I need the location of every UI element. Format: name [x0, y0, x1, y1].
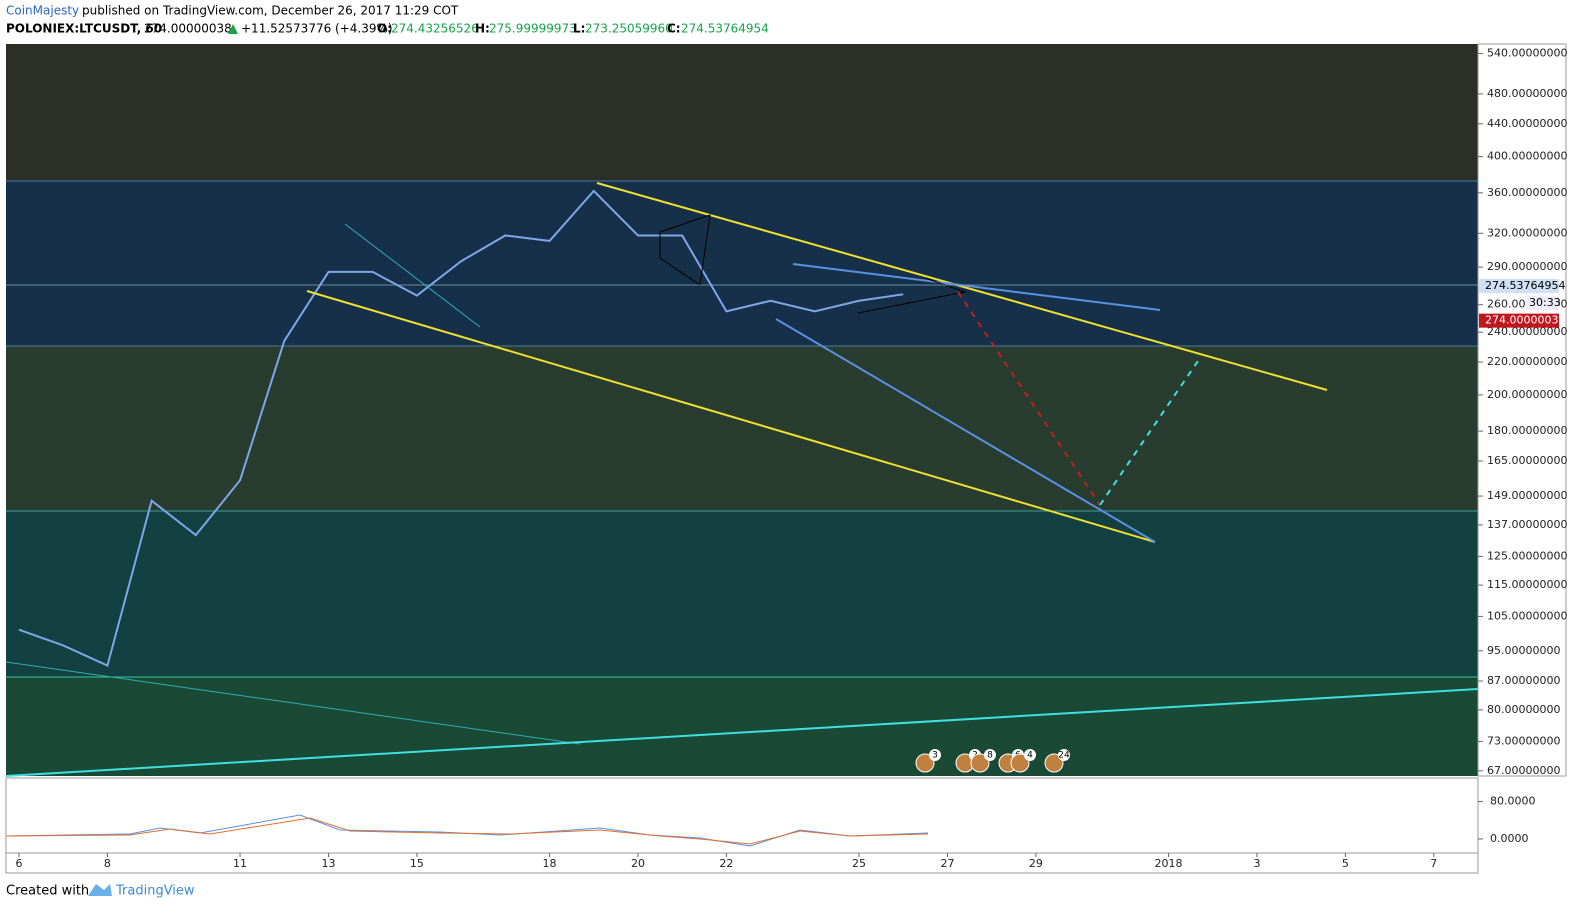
y-tick-label: 73.00000000 [1487, 734, 1560, 747]
price-axis [1477, 43, 1567, 777]
y-tick-label: 149.00000000 [1487, 489, 1567, 502]
y-tick-label: 220.00000000 [1487, 355, 1567, 368]
x-tick-label: 15 [410, 857, 424, 870]
event-flag[interactable] [1044, 753, 1064, 773]
signal-line [5, 817, 929, 845]
price-label: 274.00000038 [1485, 314, 1565, 327]
date-axis [5, 852, 1479, 874]
macd-tick-label: 80.0000 [1490, 794, 1536, 807]
x-tick-label: 25 [852, 857, 866, 870]
y-tick-label: 480.00000000 [1487, 87, 1567, 100]
l-label: L: [573, 22, 585, 36]
y-tick-label: 87.00000000 [1487, 674, 1560, 687]
l: 273.25059960 [585, 22, 673, 36]
footer-brand[interactable]: TradingView [115, 884, 195, 899]
y-tick-label: 320.00000000 [1487, 226, 1567, 239]
event-count: 3 [932, 751, 938, 761]
y-tick-label: 95.00000000 [1487, 644, 1560, 657]
drawings [5, 182, 1479, 777]
macd-panel [5, 777, 1479, 854]
countdown: 30:33 [1529, 296, 1561, 309]
y-tick-label: 105.00000000 [1487, 609, 1567, 622]
x-tick-label: 18 [543, 857, 557, 870]
up-arrow [228, 24, 238, 34]
c: 274.53764954 [681, 22, 769, 36]
x-tick-label: 29 [1029, 857, 1043, 870]
y-tick-label: 540.00000000 [1487, 46, 1567, 59]
price-label-box [1479, 278, 1559, 293]
y-tick-label: 360.00000000 [1487, 186, 1567, 199]
event-flag[interactable] [1010, 753, 1030, 773]
x-tick-label: 8 [104, 857, 111, 870]
y-tick-label: 67.00000000 [1487, 764, 1560, 777]
x-tick-label: 7 [1430, 857, 1437, 870]
h-label: H: [475, 22, 490, 36]
countdown-box [1525, 296, 1559, 310]
event-count: 8 [987, 751, 993, 761]
price-label: 274.53764954 [1485, 279, 1565, 292]
plot [18, 189, 904, 667]
y-tick-label: 137.00000000 [1487, 518, 1567, 531]
x-tick-label: 6 [16, 857, 23, 870]
x-tick-label: 2018 [1155, 857, 1183, 870]
o: 274.43256526 [391, 22, 479, 36]
author[interactable]: CoinMajesty [6, 4, 79, 18]
h: 275.99999973 [489, 22, 577, 36]
price-line [18, 189, 904, 667]
event-flag[interactable] [970, 753, 990, 773]
event-badge [984, 749, 996, 761]
x-tick-label: 20 [631, 857, 645, 870]
event-badge [1058, 749, 1070, 761]
y-tick-label: 290.00000000 [1487, 260, 1567, 273]
y-tick-label: 165.00000000 [1487, 454, 1567, 467]
y-tick-label: 400.00000000 [1487, 150, 1567, 163]
bands [6, 44, 1478, 776]
published: published on TradingView.com, December 2… [82, 4, 459, 18]
y-tick-label: 200.00000000 [1487, 388, 1567, 401]
o-label: O: [377, 22, 392, 36]
y-tick-label: 115.00000000 [1487, 578, 1567, 591]
price-label-box [1479, 313, 1559, 328]
change: +11.52573776 (+4.39%) [241, 22, 393, 36]
x-tick-label: 13 [321, 857, 335, 870]
event-count: 4 [1027, 751, 1033, 761]
y-tick-label: 125.00000000 [1487, 549, 1567, 562]
event-count: 24 [1058, 751, 1070, 761]
last: 274.00000038 [144, 22, 232, 36]
event-badge [929, 749, 941, 761]
footer-created: Created with [6, 884, 89, 899]
x-tick-label: 5 [1342, 857, 1349, 870]
symbol: POLONIEX:LTCUSDT, 60 [6, 22, 162, 36]
macd-tick-label: 0.0000 [1490, 832, 1529, 845]
x-tick-label: 27 [940, 857, 954, 870]
y-tick-label: 440.00000000 [1487, 117, 1567, 130]
c-label: C: [667, 22, 681, 36]
x-tick-label: 3 [1253, 857, 1260, 870]
event-flag[interactable] [915, 753, 935, 773]
tv-logo [88, 884, 112, 896]
y-tick-label: 180.00000000 [1487, 424, 1567, 437]
x-tick-label: 11 [233, 857, 247, 870]
y-tick-label: 80.00000000 [1487, 703, 1560, 716]
y-tick-label: 240.00000000 [1487, 325, 1567, 338]
event-badge [1024, 749, 1036, 761]
x-tick-label: 22 [719, 857, 733, 870]
